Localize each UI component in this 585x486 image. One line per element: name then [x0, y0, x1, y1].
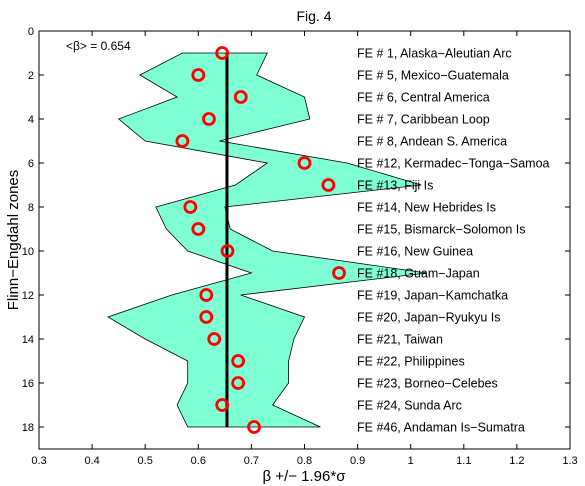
zone-label: FE #13, Fiji Is — [357, 179, 433, 193]
zone-label: FE #21, Taiwan — [357, 333, 443, 347]
zone-label: FE # 6, Central America — [357, 91, 490, 105]
beta-marker — [297, 156, 312, 170]
beta-marker — [215, 398, 230, 412]
confidence-band — [107, 52, 427, 428]
beta-marker — [233, 90, 248, 104]
zone-label: FE #18, Guam−Japan — [357, 267, 480, 281]
y-tick-label: 2 — [28, 70, 34, 82]
zone-label: FE #23, Borneo−Celebes — [357, 377, 498, 391]
zone-label: FE # 1, Alaska−Aleutian Arc — [357, 47, 512, 61]
zone-label: FE # 7, Caribbean Loop — [357, 113, 490, 127]
beta-marker — [332, 266, 346, 280]
zone-label: FE #12, Kermadec−Tonga−Samoa — [357, 157, 550, 171]
beta-marker — [191, 222, 206, 236]
zone-label: FE #15, Bismarck−Solomon Is — [357, 223, 525, 237]
zone-label: FE # 5, Mexico−Guatemala — [357, 69, 509, 83]
y-tick-label: 0 — [28, 26, 34, 38]
zone-label: FE #19, Japan−Kamchatka — [357, 289, 508, 303]
x-tick-label: 0.8 — [297, 455, 312, 467]
x-tick-label: 0.7 — [244, 455, 259, 467]
beta-marker — [247, 420, 261, 434]
axis-tick-layer: 0.3 0.4 0.5 0.6 0.7 0.8 0.9 1 1.1 1.2 1.3 0 2 4 6 8 10 12… — [22, 26, 578, 467]
beta-marker — [199, 288, 214, 302]
beta-marker — [231, 354, 246, 368]
x-tick-label: 0.5 — [138, 455, 153, 467]
y-tick-label: 18 — [22, 422, 34, 434]
x-tick-label: 0.4 — [84, 455, 99, 467]
beta-marker — [215, 46, 230, 60]
zone-label: FE #46, Andaman Is−Sumatra — [357, 421, 525, 435]
mean-beta-annotation: <β> = 0.654 — [66, 39, 131, 53]
beta-marker — [231, 376, 246, 390]
beta-marker — [175, 134, 190, 148]
y-tick-label: 14 — [22, 334, 34, 346]
x-tick-label: 1.3 — [562, 455, 577, 467]
x-tick-label: 1.1 — [456, 455, 471, 467]
beta-marker — [220, 244, 235, 258]
zone-label-layer: FE # 1, Alaska−Aleutian Arc FE # 5, Mexic… — [357, 47, 550, 435]
x-tick-label: 0.9 — [350, 455, 365, 467]
beta-marker — [191, 68, 206, 82]
chart-title: Fig. 4 — [296, 8, 331, 24]
y-tick-label: 6 — [28, 158, 34, 170]
y-tick-label: 4 — [28, 114, 34, 126]
zone-label: FE # 8, Andean S. America — [357, 135, 507, 149]
beta-marker — [202, 112, 216, 126]
beta-marker — [183, 200, 198, 214]
zone-label: FE #16, New Guinea — [357, 245, 473, 259]
marker-layer — [175, 46, 346, 434]
y-tick-label: 12 — [22, 290, 34, 302]
y-tick-label: 8 — [28, 202, 34, 214]
beta-marker — [207, 332, 222, 346]
y-tick-label: 10 — [22, 246, 34, 258]
x-tick-label: 1.2 — [509, 455, 524, 467]
x-tick-label: 1 — [408, 455, 414, 467]
x-tick-label: 0.6 — [191, 455, 206, 467]
zone-label: FE #20, Japan−Ryukyu Is — [357, 311, 500, 325]
confidence-band-layer — [107, 52, 427, 428]
x-axis-label: β +/− 1.96*σ — [263, 468, 347, 485]
x-tick-label: 0.3 — [31, 455, 46, 467]
zone-label: FE #24, Sunda Arc — [357, 399, 462, 413]
y-tick-label: 16 — [22, 378, 34, 390]
beta-marker — [321, 178, 336, 192]
zone-label: FE #14, New Hebrides Is — [357, 201, 496, 215]
y-axis-label: Flinn−Engdahl zones — [5, 170, 22, 311]
zone-label: FE #22, Philippines — [357, 355, 465, 369]
beta-marker — [199, 310, 214, 324]
